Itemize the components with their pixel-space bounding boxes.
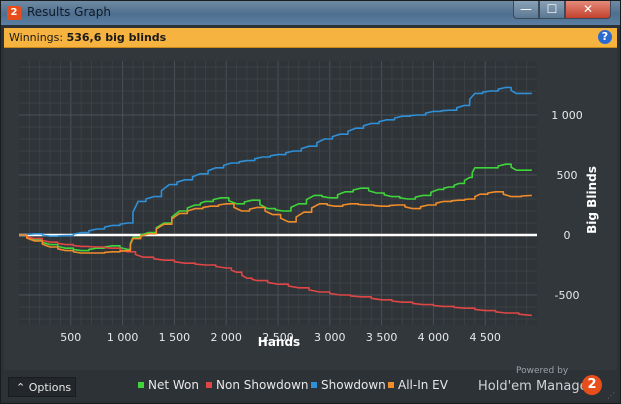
winnings-text: Winnings: 536,6 big blinds bbox=[9, 31, 166, 44]
series-line-non-showdown bbox=[19, 234, 532, 317]
legend-showdown[interactable]: Showdown bbox=[311, 378, 386, 392]
brand-logo-icon: 2 bbox=[582, 375, 602, 395]
x-tick-label: 1 500 bbox=[159, 331, 191, 344]
y-axis-label: Big Blinds bbox=[585, 166, 599, 234]
y-tick-label: 1 000 bbox=[551, 109, 583, 122]
title-bar[interactable]: 2 Results Graph — ☐ ✕ bbox=[1, 1, 620, 25]
close-button[interactable]: ✕ bbox=[565, 1, 611, 19]
legend-label: All-In EV bbox=[398, 378, 448, 392]
legend-net-won[interactable]: Net Won bbox=[138, 378, 199, 392]
x-tick-label: 4 500 bbox=[469, 331, 501, 344]
series-line-net-won bbox=[19, 163, 532, 252]
legend-label: Non Showdown bbox=[216, 378, 309, 392]
maximize-button[interactable]: ☐ bbox=[539, 1, 565, 19]
non-showdown-swatch bbox=[206, 382, 212, 388]
resize-grip-icon[interactable]: ⋰ bbox=[607, 391, 615, 400]
x-tick-label: 1 000 bbox=[107, 331, 139, 344]
bottom-bar: ⌃ Options Net Won Non Showdown Showdown … bbox=[4, 366, 617, 401]
showdown-swatch bbox=[311, 382, 317, 388]
x-tick-label: 2 500 bbox=[262, 331, 294, 344]
y-tick-labels: -500 0 500 1 000 bbox=[551, 109, 583, 302]
results-chart: 500 1 000 1 500 2 000 2 500 3 000 3 500 4 000 4 … bbox=[4, 48, 617, 370]
x-tick-label: 4 000 bbox=[418, 331, 450, 344]
x-tick-labels: 500 1 000 1 500 2 000 2 500 3 000 3 500 4 000 4 … bbox=[60, 331, 501, 344]
options-button[interactable]: ⌃ Options bbox=[8, 377, 76, 397]
series-line-showdown bbox=[19, 86, 532, 237]
window-title: Results Graph bbox=[27, 5, 111, 19]
x-axis-label: Hands bbox=[258, 335, 300, 349]
y-tick-label: -500 bbox=[555, 289, 580, 302]
legend-label: Showdown bbox=[321, 378, 386, 392]
winnings-bar: Winnings: 536,6 big blinds ? bbox=[4, 28, 617, 48]
brand-name: Hold'em Manager bbox=[478, 379, 593, 394]
powered-by-text: Powered by bbox=[516, 366, 569, 376]
all-in-ev-swatch bbox=[388, 382, 394, 388]
y-tick-label: 500 bbox=[557, 169, 578, 182]
x-tick-label: 500 bbox=[60, 331, 81, 344]
legend-non-showdown[interactable]: Non Showdown bbox=[206, 378, 309, 392]
legend-label: Net Won bbox=[148, 378, 199, 392]
series-line-all-in-ev bbox=[19, 191, 532, 254]
x-tick-label: 2 000 bbox=[210, 331, 242, 344]
app-logo-icon: 2 bbox=[7, 6, 21, 20]
minimize-button[interactable]: — bbox=[513, 1, 539, 19]
options-label: Options bbox=[28, 381, 72, 394]
x-tick-label: 3 000 bbox=[314, 331, 346, 344]
net-won-swatch bbox=[138, 382, 144, 388]
results-chart-svg: 500 1 000 1 500 2 000 2 500 3 000 3 500 4 000 4 … bbox=[19, 61, 599, 349]
winnings-label: Winnings: bbox=[9, 31, 64, 44]
y-tick-label: 0 bbox=[564, 229, 571, 242]
winnings-value: 536,6 big blinds bbox=[66, 31, 167, 44]
grid-lines bbox=[19, 61, 537, 325]
legend-all-in-ev[interactable]: All-In EV bbox=[388, 378, 448, 392]
help-icon[interactable]: ? bbox=[598, 30, 612, 44]
series-lines bbox=[19, 86, 532, 317]
x-tick-label: 3 500 bbox=[366, 331, 398, 344]
chevron-up-icon: ⌃ bbox=[16, 381, 26, 394]
